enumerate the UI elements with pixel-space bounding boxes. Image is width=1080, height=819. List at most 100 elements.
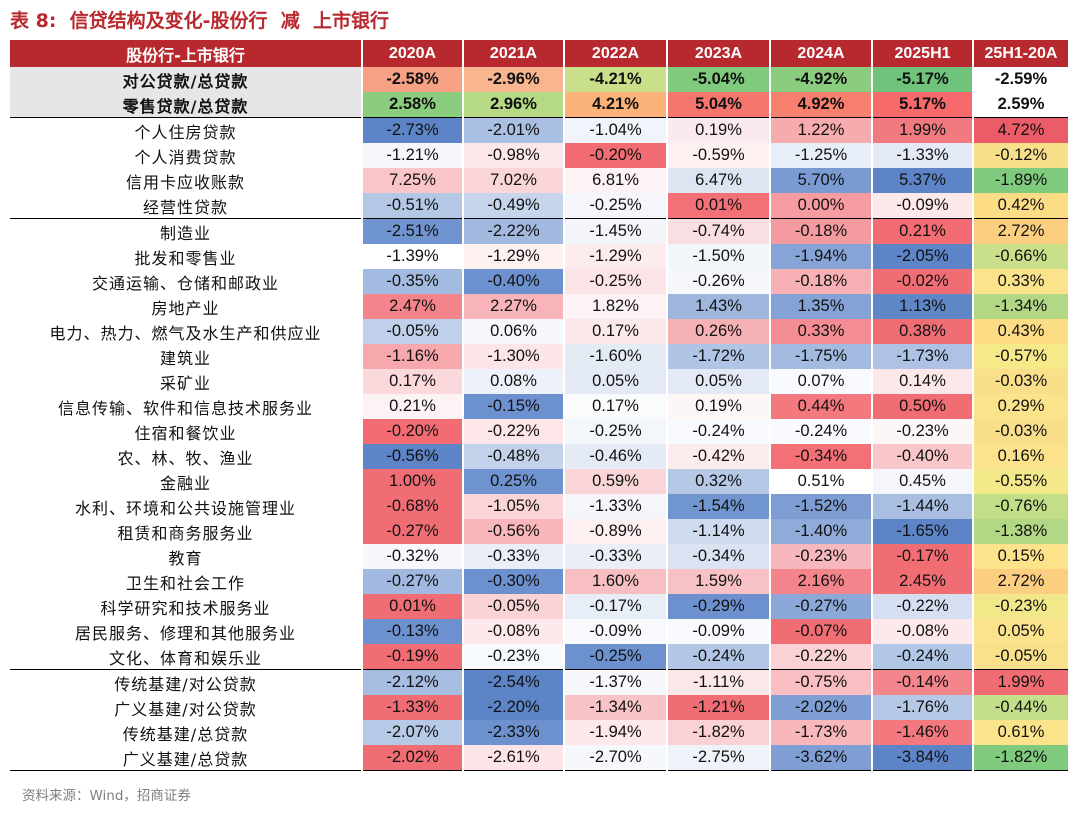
value-cell: -0.26% <box>666 269 770 294</box>
table-title: 表 8: 信贷结构及变化-股份行 减 上市银行 <box>10 10 390 32</box>
value-cell: 1.60% <box>563 569 667 594</box>
value-cell: 5.17% <box>871 92 973 118</box>
value-cell: -0.22% <box>462 419 564 444</box>
table-row: 个人消费贷款 -1.21% -0.98% -0.20% -0.59% -1.25% -1.3… <box>10 143 1068 168</box>
table-row: 水利、环境和公共设施管理业 -0.68% -1.05% -1.33% -1.54% -1.… <box>10 494 1068 519</box>
value-cell: -0.75% <box>769 669 872 695</box>
header-period: 2020A <box>361 40 463 67</box>
value-cell: -0.68% <box>361 494 463 519</box>
value-cell: -2.75% <box>666 745 770 771</box>
value-cell: -1.89% <box>972 168 1068 193</box>
value-cell: -1.50% <box>666 244 770 269</box>
value-cell: -1.54% <box>666 494 770 519</box>
row-label: 对公贷款/总贷款 <box>10 67 362 92</box>
value-cell: 7.25% <box>361 168 463 193</box>
value-cell: -1.73% <box>769 720 872 745</box>
table-row: 建筑业 -1.16% -1.30% -1.60% -1.72% -1.75% -1.73% -… <box>10 344 1068 369</box>
table-row: 金融业 1.00% 0.25% 0.59% 0.32% 0.51% 0.45% -0.55% <box>10 469 1068 494</box>
value-cell: -0.25% <box>563 419 667 444</box>
value-cell: -1.40% <box>769 519 872 544</box>
value-cell: 0.05% <box>563 369 667 394</box>
value-cell: -1.65% <box>871 519 973 544</box>
value-cell: 2.96% <box>462 92 564 118</box>
row-label: 电力、热力、燃气及水生产和供应业 <box>49 323 322 343</box>
value-cell: -2.73% <box>361 117 463 143</box>
table-row: 传统基建/总贷款 -2.07% -2.33% -1.94% -1.82% -1.73% -1… <box>10 720 1068 745</box>
value-cell: 6.81% <box>563 168 667 193</box>
value-cell: -0.24% <box>666 419 770 444</box>
value-cell: -2.01% <box>462 117 564 143</box>
value-cell: -0.08% <box>462 619 564 644</box>
header-row: 股份行-上市银行 2020A 2021A 2022A 2023A 2024A 2025H1 2… <box>10 40 1068 67</box>
value-cell: -0.18% <box>769 218 872 244</box>
value-cell: -1.37% <box>563 669 667 695</box>
value-cell: -1.34% <box>563 695 667 720</box>
table-row: 广义基建/对公贷款 -1.33% -2.20% -1.34% -1.21% -2.02% -… <box>10 695 1068 720</box>
value-cell: -0.25% <box>563 269 667 294</box>
value-cell: 0.50% <box>871 394 973 419</box>
value-cell: -1.33% <box>361 695 463 720</box>
row-label: 广义基建/对公贷款 <box>114 699 257 719</box>
value-cell: 1.59% <box>666 569 770 594</box>
value-cell: -2.20% <box>462 695 564 720</box>
value-cell: -2.51% <box>361 218 463 244</box>
source-note: 资料来源：Wind，招商证券 <box>22 788 191 804</box>
value-cell: -0.17% <box>563 594 667 619</box>
table-row: 采矿业 0.17% 0.08% 0.05% 0.05% 0.07% 0.14% -0.03% <box>10 369 1068 394</box>
value-cell: -3.84% <box>871 745 973 771</box>
row-label: 信息传输、软件和信息技术服务业 <box>57 398 313 418</box>
value-cell: -0.32% <box>361 544 463 569</box>
table-row: 住宿和餐饮业 -0.20% -0.22% -0.25% -0.24% -0.24% -0.2… <box>10 419 1068 444</box>
value-cell: -0.51% <box>361 193 463 219</box>
value-cell: 0.07% <box>769 369 872 394</box>
value-cell: -0.59% <box>666 143 770 168</box>
value-cell: 0.45% <box>871 469 973 494</box>
value-cell: 0.25% <box>462 469 564 494</box>
value-cell: 2.45% <box>871 569 973 594</box>
value-cell: 0.15% <box>972 544 1068 569</box>
value-cell: 2.58% <box>361 92 463 118</box>
value-cell: 0.59% <box>563 469 667 494</box>
value-cell: -0.49% <box>462 193 564 219</box>
value-cell: -0.29% <box>666 594 770 619</box>
value-cell: -3.62% <box>769 745 872 771</box>
header-period: 25H1-20A <box>972 40 1068 67</box>
value-cell: -0.09% <box>871 193 973 219</box>
table-row: 个人住房贷款 -2.73% -2.01% -1.04% 0.19% 1.22% 1.99% 4… <box>10 117 1068 143</box>
value-cell: 1.00% <box>361 469 463 494</box>
header-period: 2025H1 <box>871 40 973 67</box>
value-cell: -0.08% <box>871 619 973 644</box>
value-cell: -0.42% <box>666 444 770 469</box>
value-cell: 1.99% <box>972 669 1068 695</box>
value-cell: 1.99% <box>871 117 973 143</box>
value-cell: -0.40% <box>871 444 973 469</box>
value-cell: -5.04% <box>666 67 770 92</box>
value-cell: -2.33% <box>462 720 564 745</box>
value-cell: -1.45% <box>563 218 667 244</box>
value-cell: -0.74% <box>666 218 770 244</box>
value-cell: -0.33% <box>462 544 564 569</box>
table-row: 教育 -0.32% -0.33% -0.33% -0.34% -0.23% -0.17% 0.… <box>10 544 1068 569</box>
value-cell: 0.21% <box>871 218 973 244</box>
value-cell: 5.04% <box>666 92 770 118</box>
header-period: 2023A <box>666 40 770 67</box>
value-cell: 0.08% <box>462 369 564 394</box>
value-cell: -0.03% <box>972 369 1068 394</box>
value-cell: 0.05% <box>972 619 1068 644</box>
value-cell: -2.59% <box>972 67 1068 92</box>
table-row: 广义基建/总贷款 -2.02% -2.61% -2.70% -2.75% -3.62% -3… <box>10 745 1068 771</box>
value-cell: -5.17% <box>871 67 973 92</box>
value-cell: -0.22% <box>871 594 973 619</box>
table-body: 对公贷款/总贷款 -2.58% -2.96% -4.21% -5.04% -4.92% -5… <box>10 67 1068 771</box>
value-cell: -1.34% <box>972 294 1068 319</box>
header-period: 2022A <box>563 40 667 67</box>
value-cell: -0.22% <box>769 644 872 670</box>
row-label: 金融业 <box>159 473 211 493</box>
value-cell: -1.82% <box>666 720 770 745</box>
row-label: 水利、环境和公共设施管理业 <box>74 498 296 518</box>
row-label: 科学研究和技术服务业 <box>100 598 271 618</box>
header-period: 2021A <box>462 40 564 67</box>
value-cell: -4.92% <box>769 67 872 92</box>
value-cell: -1.94% <box>769 244 872 269</box>
value-cell: -0.98% <box>462 143 564 168</box>
